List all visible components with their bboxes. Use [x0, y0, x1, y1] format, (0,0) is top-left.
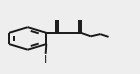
Text: I: I: [44, 55, 47, 65]
